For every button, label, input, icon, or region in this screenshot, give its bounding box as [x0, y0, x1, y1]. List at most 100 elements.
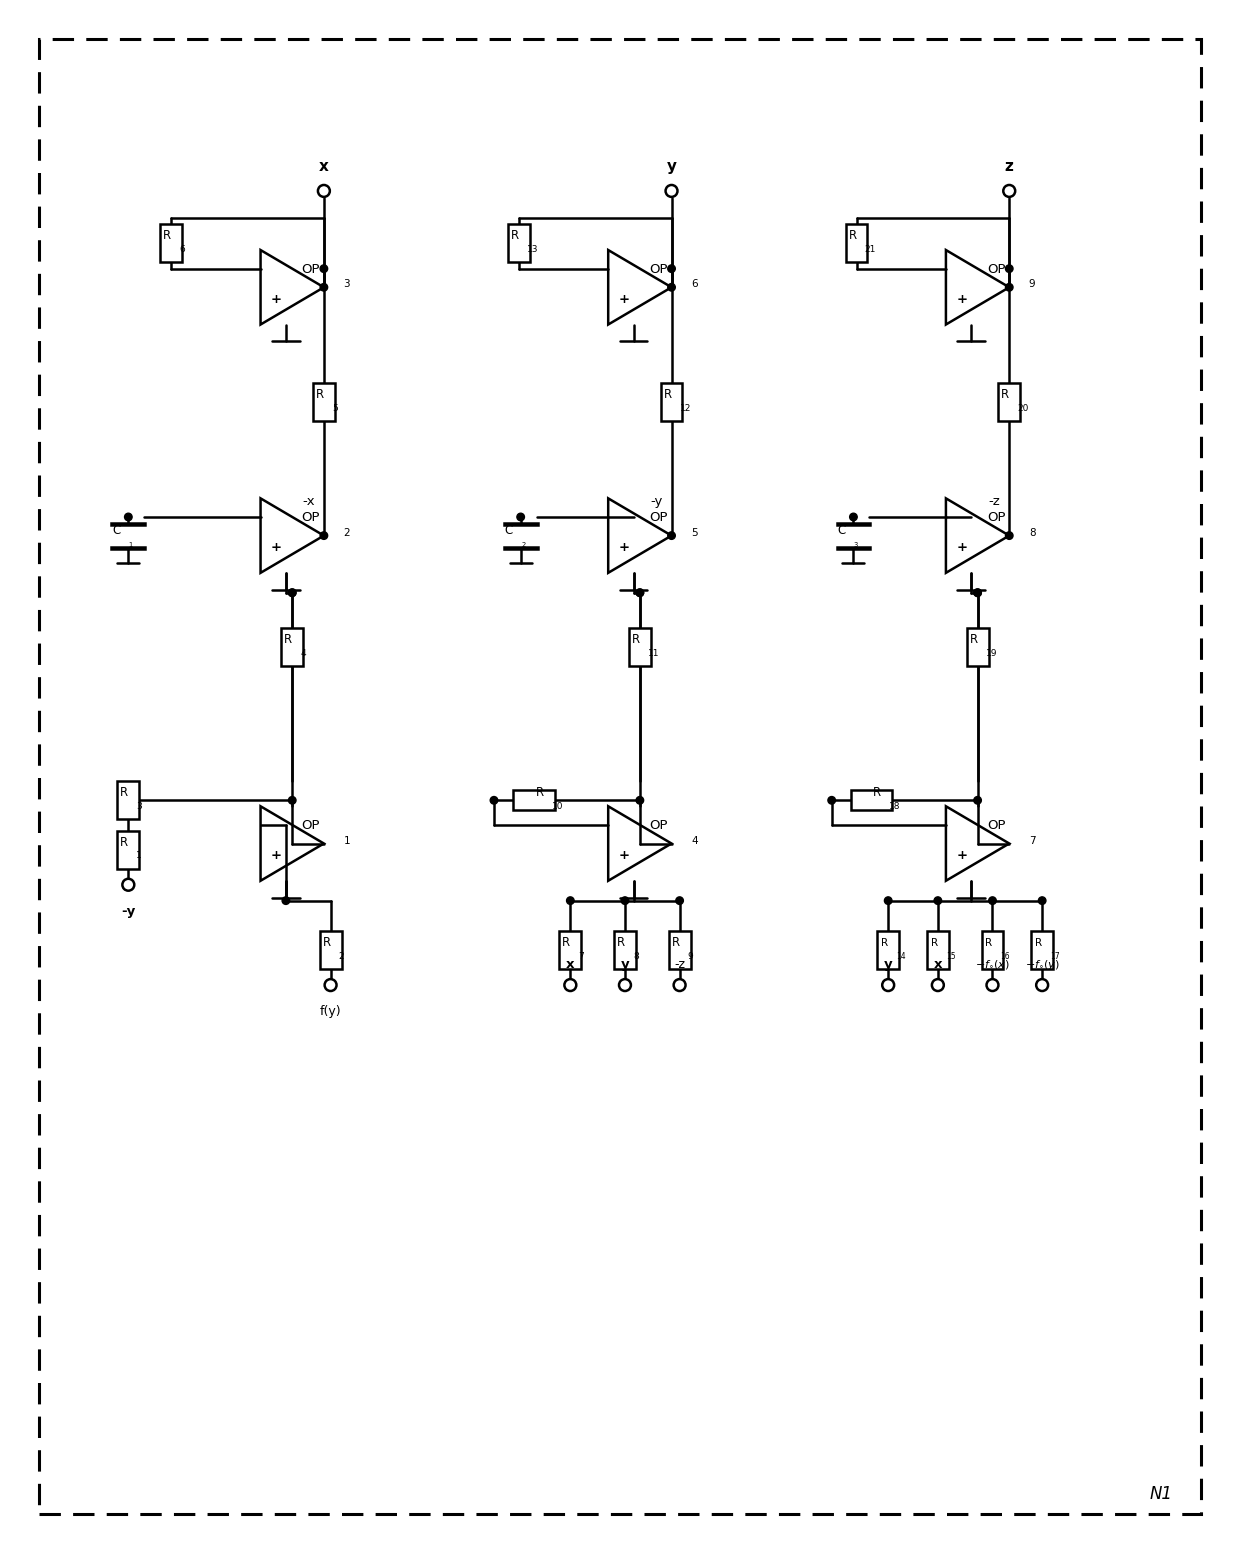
Circle shape	[1006, 531, 1013, 539]
Bar	[851, 791, 893, 811]
Text: C: C	[112, 523, 120, 537]
Text: x: x	[934, 959, 942, 971]
Text: x: x	[319, 159, 329, 173]
Circle shape	[668, 284, 676, 292]
Text: 7: 7	[578, 951, 584, 960]
Text: 18: 18	[889, 801, 900, 811]
Text: $_3$: $_3$	[853, 539, 859, 550]
Text: y: y	[621, 959, 629, 971]
Bar	[982, 931, 1003, 970]
Text: C: C	[505, 523, 512, 537]
Text: +: +	[619, 540, 630, 554]
Text: 6: 6	[691, 279, 698, 289]
Circle shape	[124, 513, 133, 520]
Text: 6: 6	[179, 244, 185, 253]
Bar	[508, 224, 529, 262]
Bar	[668, 931, 691, 970]
Text: R: R	[322, 936, 331, 950]
Text: C: C	[837, 523, 846, 537]
Text: 1: 1	[343, 835, 350, 846]
Text: N1: N1	[1149, 1485, 1173, 1504]
Circle shape	[636, 588, 644, 596]
Text: 1: 1	[136, 851, 143, 860]
Text: $_2$: $_2$	[521, 539, 526, 550]
Text: R: R	[873, 786, 882, 800]
Bar	[846, 224, 868, 262]
Text: $_1$: $_1$	[128, 539, 134, 550]
Circle shape	[123, 879, 134, 891]
Circle shape	[621, 897, 629, 905]
Text: $-f_{\circ}(x)$: $-f_{\circ}(x)$	[975, 959, 1009, 971]
Circle shape	[564, 979, 577, 991]
Text: 3: 3	[136, 801, 143, 811]
Text: 2: 2	[343, 528, 350, 537]
Circle shape	[884, 897, 892, 905]
Circle shape	[320, 531, 327, 539]
Circle shape	[289, 588, 296, 596]
Circle shape	[517, 513, 525, 520]
Circle shape	[932, 979, 944, 991]
Text: 19: 19	[986, 648, 997, 658]
Circle shape	[567, 897, 574, 905]
Text: 16: 16	[1001, 951, 1011, 960]
Bar	[281, 628, 303, 665]
Text: 2: 2	[339, 951, 345, 960]
Circle shape	[673, 979, 686, 991]
Text: R: R	[616, 936, 625, 950]
Bar	[160, 224, 182, 262]
Circle shape	[676, 897, 683, 905]
Text: +: +	[272, 540, 281, 554]
Bar	[1032, 931, 1053, 970]
Text: R: R	[120, 835, 128, 849]
Text: 20: 20	[1017, 403, 1028, 412]
Text: OP: OP	[650, 820, 668, 832]
Text: +: +	[272, 849, 281, 862]
Text: R: R	[631, 633, 640, 647]
Text: +: +	[956, 849, 967, 862]
Text: R: R	[986, 937, 992, 948]
Circle shape	[1003, 185, 1016, 198]
Circle shape	[320, 266, 327, 272]
Circle shape	[289, 588, 296, 596]
Text: f(y): f(y)	[320, 1005, 341, 1017]
Text: 8: 8	[1029, 528, 1035, 537]
Text: OP: OP	[987, 262, 1006, 276]
Circle shape	[973, 588, 981, 596]
Text: R: R	[316, 388, 324, 401]
Text: x: x	[567, 959, 574, 971]
Bar	[320, 931, 341, 970]
Text: 11: 11	[647, 648, 660, 658]
Circle shape	[973, 797, 981, 804]
Text: 14: 14	[897, 951, 905, 960]
Circle shape	[666, 185, 677, 198]
Circle shape	[882, 979, 894, 991]
Circle shape	[325, 979, 336, 991]
Text: OP: OP	[650, 262, 668, 276]
Text: OP: OP	[301, 820, 320, 832]
Bar	[614, 931, 636, 970]
Text: 9: 9	[687, 951, 693, 960]
Circle shape	[1006, 266, 1013, 272]
Text: -y: -y	[651, 494, 663, 508]
Text: -z: -z	[988, 494, 1001, 508]
Circle shape	[849, 513, 857, 520]
Circle shape	[828, 797, 836, 804]
Circle shape	[1006, 284, 1013, 292]
Text: R: R	[663, 388, 672, 401]
Circle shape	[490, 797, 497, 804]
Bar	[118, 831, 139, 869]
Text: 17: 17	[1050, 951, 1060, 960]
Circle shape	[317, 185, 330, 198]
Text: R: R	[162, 229, 171, 242]
Text: R: R	[120, 786, 128, 800]
Bar	[559, 931, 582, 970]
Text: 5: 5	[332, 403, 337, 412]
Text: +: +	[619, 293, 630, 306]
Text: R: R	[1001, 388, 1009, 401]
Text: 10: 10	[552, 801, 563, 811]
Circle shape	[289, 797, 296, 804]
Text: 8: 8	[632, 951, 639, 960]
Text: 3: 3	[343, 279, 350, 289]
Text: -y: -y	[122, 905, 135, 917]
Circle shape	[668, 266, 676, 272]
